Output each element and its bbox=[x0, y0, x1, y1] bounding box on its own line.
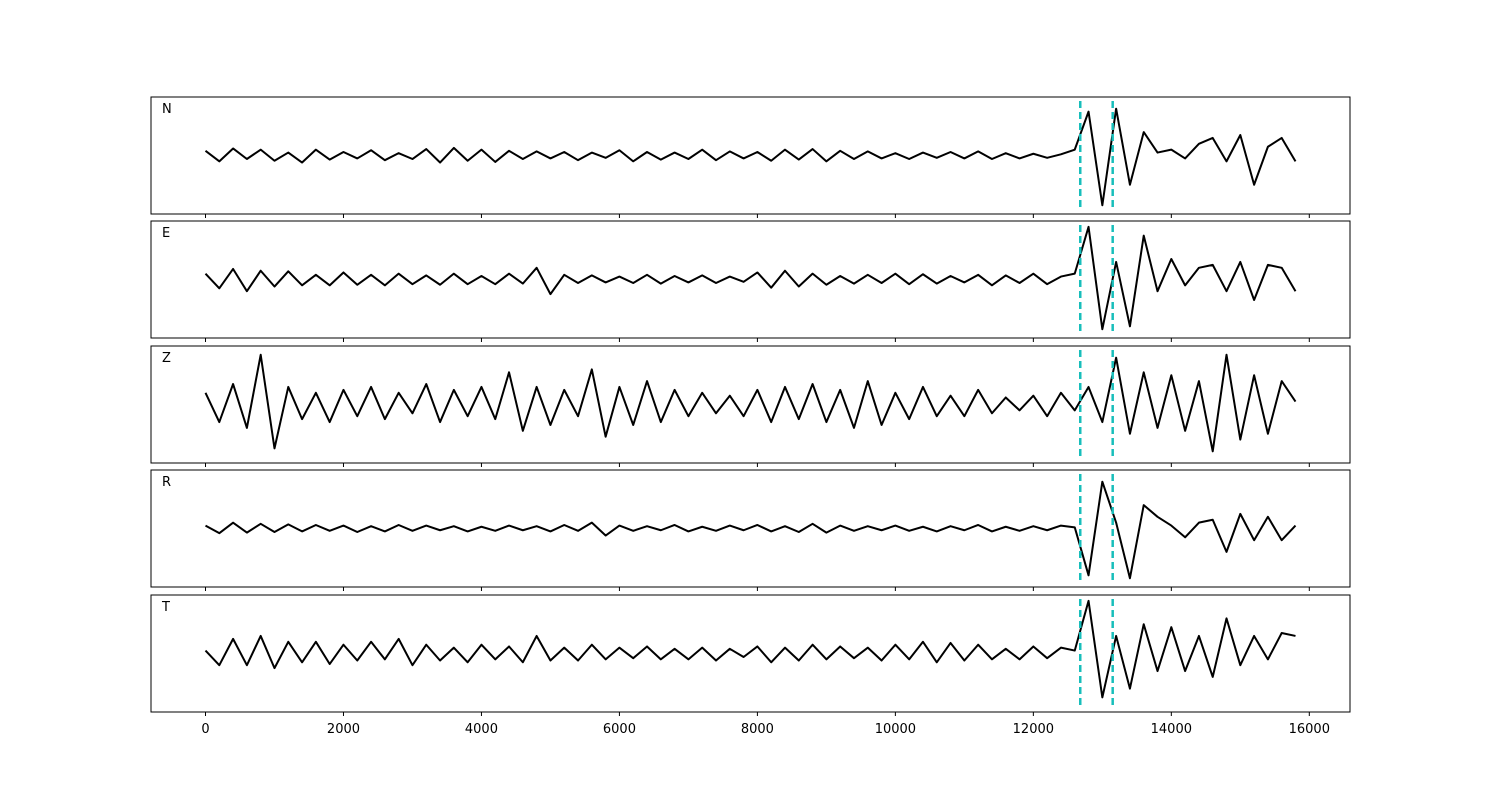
panel-frame bbox=[150, 594, 1351, 713]
x-tick-label: 6000 bbox=[603, 722, 636, 737]
panel-label: R bbox=[162, 475, 171, 490]
trace bbox=[204, 353, 1297, 453]
x-tick-label: 12000 bbox=[1013, 722, 1054, 737]
x-tick-label: 10000 bbox=[875, 722, 916, 737]
x-tick-label: 4000 bbox=[465, 722, 498, 737]
x-tick-label: 0 bbox=[201, 722, 209, 737]
x-tick-label: 2000 bbox=[327, 722, 360, 737]
panel-label: N bbox=[162, 102, 172, 117]
panel-frame bbox=[150, 220, 1351, 339]
x-tick-label: 14000 bbox=[1151, 722, 1192, 737]
panel-label: E bbox=[162, 226, 170, 241]
panel-label: T bbox=[161, 600, 170, 615]
x-tick-label: 8000 bbox=[741, 722, 774, 737]
x-tick-label: 16000 bbox=[1289, 722, 1330, 737]
panel-label: Z bbox=[162, 351, 171, 366]
trace bbox=[205, 480, 1297, 580]
